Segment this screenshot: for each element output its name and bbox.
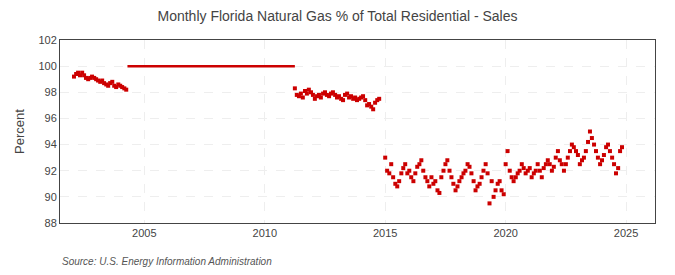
svg-text:Source: U.S. Energy Informatio: Source: U.S. Energy Information Administ… — [62, 256, 272, 267]
svg-text:94: 94 — [45, 138, 57, 150]
svg-text:2005: 2005 — [132, 227, 156, 239]
svg-text:Monthly Florida Natural Gas %: Monthly Florida Natural Gas % of Total R… — [157, 8, 517, 24]
svg-text:96: 96 — [45, 112, 57, 124]
svg-text:90: 90 — [45, 191, 57, 203]
svg-text:2020: 2020 — [493, 227, 517, 239]
svg-text:98: 98 — [45, 86, 57, 98]
svg-text:2010: 2010 — [253, 227, 277, 239]
svg-text:Percent: Percent — [12, 109, 27, 154]
svg-text:102: 102 — [38, 34, 56, 46]
svg-text:2015: 2015 — [373, 227, 397, 239]
svg-text:2025: 2025 — [614, 227, 638, 239]
svg-text:88: 88 — [45, 217, 57, 229]
svg-text:92: 92 — [45, 165, 57, 177]
svg-text:100: 100 — [38, 60, 56, 72]
